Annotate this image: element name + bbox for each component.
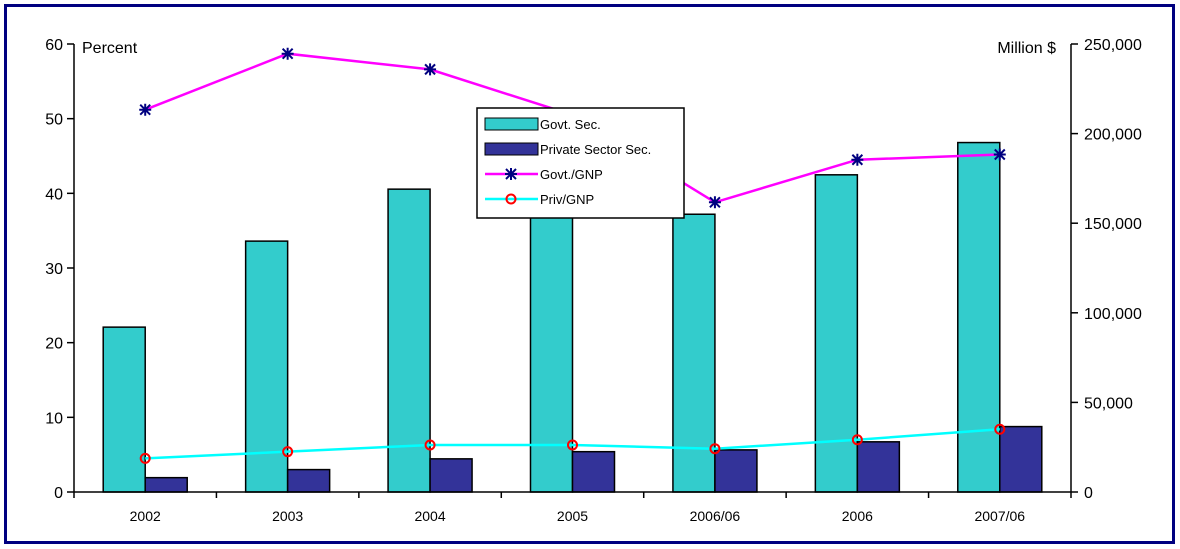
left-tick-label: 50 [45,112,63,129]
bar-govt-sec--6 [957,141,1001,493]
point-govt-gnp-6 [993,148,1006,161]
line-priv-gnp [145,428,1000,460]
left-tick-label: 60 [45,37,63,54]
x-tick-label: 2006 [842,508,873,524]
point-priv-gnp-1 [282,446,294,458]
legend-label-priv-gnp: Priv/GNP [540,192,594,207]
legend-label-govt-sec-: Govt. Sec. [540,117,601,132]
point-govt-gnp-1 [281,47,294,60]
legend-marker-govt-gnp [505,168,517,180]
point-priv-gnp-0 [139,452,151,464]
left-tick-label: 20 [45,336,63,353]
right-tick-label: 250,000 [1084,37,1142,54]
left-tick-label: 30 [45,261,63,278]
bar-govt-sec--2 [387,188,431,493]
bar-private-sector-sec--0 [144,476,188,493]
legend-label-govt-gnp: Govt./GNP [540,167,603,182]
left-axis-label: Percent [82,40,138,57]
left-tick-label: 10 [45,410,63,427]
point-priv-gnp-2 [424,439,436,451]
legend-swatch-govt-sec- [484,117,539,131]
bar-private-sector-sec--1 [286,468,331,493]
bar-govt-sec--4 [672,213,716,493]
point-priv-gnp-4 [709,443,721,455]
chart-frame: 0 10 20 30 40 50 60 0 50,000 100,000 150,000 200,00… [4,4,1175,544]
bar-private-sector-sec--2 [429,458,473,493]
bar-govt-sec--3 [529,211,574,493]
left-tick-label: 0 [54,485,63,502]
point-priv-gnp-5 [851,434,863,446]
bar-govt-sec--1 [244,240,289,493]
x-tick-label: 2006/06 [690,508,741,524]
right-tick-label: 50,000 [1084,395,1133,412]
point-govt-gnp-0 [139,103,152,116]
right-tick-label: 200,000 [1084,127,1142,144]
combo-chart: 0 10 20 30 40 50 60 0 50,000 100,000 150,000 200,00… [45,37,1142,524]
bar-govt-sec--5 [814,174,859,493]
bar-private-sector-sec--6 [999,425,1043,493]
x-tick-label: 2002 [130,508,161,524]
right-tick-label: 150,000 [1084,216,1142,233]
point-priv-gnp-6 [994,423,1006,435]
x-tick-label: 2004 [414,508,445,524]
legend-label-private-sector-sec-: Private Sector Sec. [540,142,651,157]
legend-marker-priv-gnp [505,193,517,205]
x-tick-label: 2003 [272,508,303,524]
x-tick-label: 2007/06 [974,508,1025,524]
bar-private-sector-sec--5 [856,441,901,493]
bar-private-sector-sec--3 [571,450,616,493]
bar-private-sector-sec--4 [714,449,758,493]
right-tick-label: 100,000 [1084,306,1142,323]
right-tick-label: 0 [1084,485,1093,502]
right-axis-label: Million $ [997,40,1056,57]
legend-swatch-private-sector-sec- [484,142,539,156]
left-tick-label: 40 [45,186,63,203]
point-priv-gnp-3 [567,439,578,451]
point-govt-gnp-5 [851,153,864,166]
bar-govt-sec--0 [102,326,146,493]
x-tick-label: 2005 [557,508,588,524]
point-govt-gnp-2 [424,63,437,76]
point-govt-gnp-4 [708,196,721,209]
